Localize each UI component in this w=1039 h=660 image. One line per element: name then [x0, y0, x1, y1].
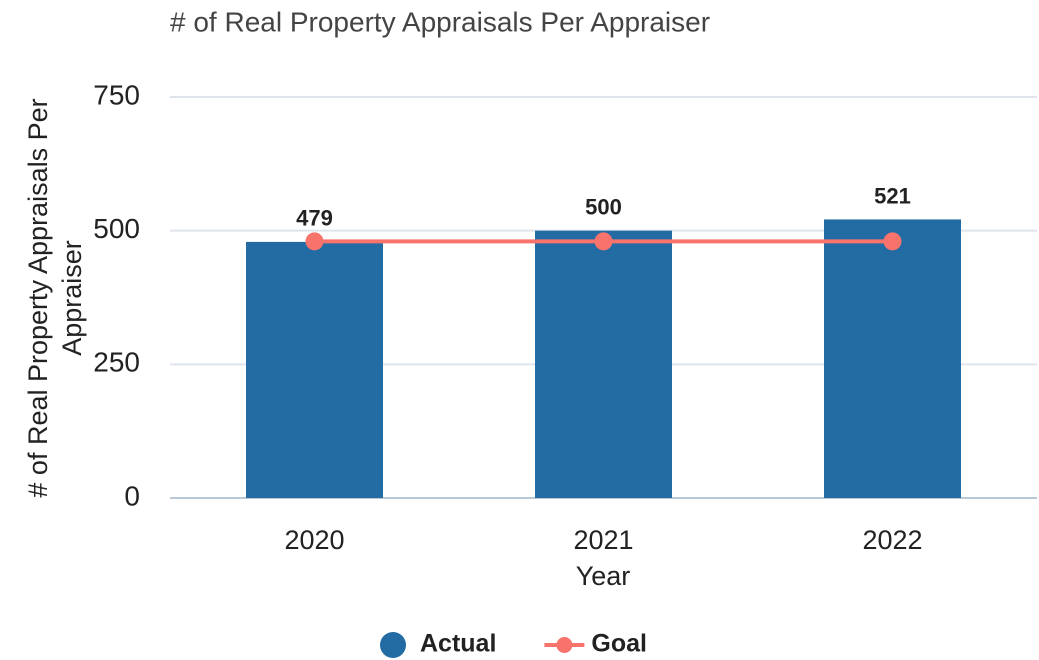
bar — [824, 219, 961, 498]
data-label: 479 — [296, 206, 333, 231]
line-point — [883, 232, 902, 251]
data-label: 521 — [874, 183, 911, 208]
legend-label: Goal — [591, 630, 647, 658]
x-tick-label: 2021 — [573, 525, 633, 555]
legend-marker — [556, 637, 573, 653]
x-axis-label: Year — [576, 561, 631, 591]
y-axis-label: Appraiser — [57, 240, 87, 356]
legend-marker — [380, 632, 406, 658]
bar — [246, 241, 383, 499]
x-tick-label: 2022 — [862, 525, 922, 555]
y-tick-label: 750 — [93, 79, 140, 110]
y-axis-label: # of Real Property Appraisals Per — [23, 98, 53, 497]
data-label: 500 — [585, 194, 622, 219]
bar — [535, 230, 672, 498]
y-tick-label: 0 — [124, 480, 140, 511]
legend-label: Actual — [420, 630, 496, 658]
chart-title: # of Real Property Appraisals Per Apprai… — [170, 6, 710, 37]
y-tick-label: 250 — [93, 347, 140, 378]
y-tick-label: 500 — [93, 213, 140, 244]
x-tick-label: 2020 — [284, 525, 344, 555]
line-point — [594, 232, 613, 251]
line-point — [305, 232, 324, 251]
